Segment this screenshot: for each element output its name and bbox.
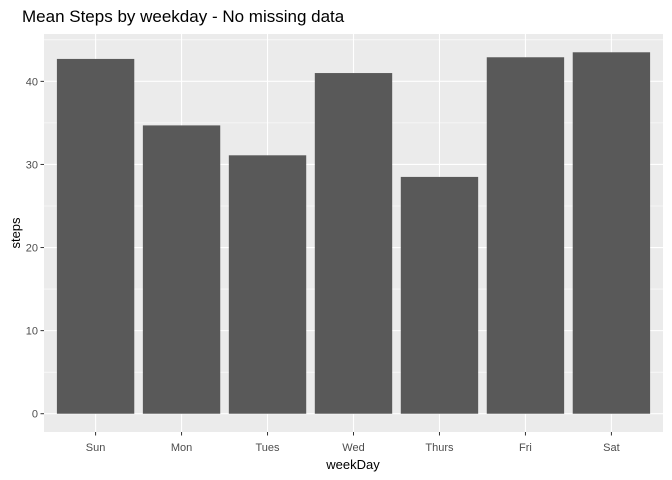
x-tick-label: Tues bbox=[256, 442, 281, 454]
bar-mon bbox=[142, 125, 221, 414]
y-tick-label: 10 bbox=[26, 326, 38, 338]
bar-fri bbox=[486, 57, 565, 414]
bar-sat bbox=[572, 52, 651, 414]
x-axis: Sun Mon Tues Wed Thurs Fri Sat bbox=[86, 432, 620, 454]
y-axis: 0 10 20 30 40 bbox=[26, 76, 44, 421]
y-tick-label: 30 bbox=[26, 159, 38, 171]
x-tick-label: Fri bbox=[519, 442, 532, 454]
bars bbox=[56, 52, 651, 414]
x-tick-label: Sun bbox=[86, 442, 106, 454]
y-tick-label: 0 bbox=[32, 409, 38, 421]
y-tick-label: 40 bbox=[26, 76, 38, 88]
bar-wed bbox=[314, 73, 393, 414]
x-tick-label: Wed bbox=[342, 442, 364, 454]
bar-tues bbox=[228, 155, 307, 414]
x-tick-label: Thurs bbox=[425, 442, 454, 454]
y-axis-title: steps bbox=[8, 217, 23, 249]
x-axis-title: weekDay bbox=[325, 457, 380, 472]
chart-title: Mean Steps by weekday - No missing data bbox=[22, 7, 345, 26]
bar-sun bbox=[56, 58, 135, 414]
x-tick-label: Mon bbox=[171, 442, 192, 454]
bar-thurs bbox=[400, 176, 479, 414]
x-tick-label: Sat bbox=[603, 442, 620, 454]
y-tick-label: 20 bbox=[26, 243, 38, 255]
